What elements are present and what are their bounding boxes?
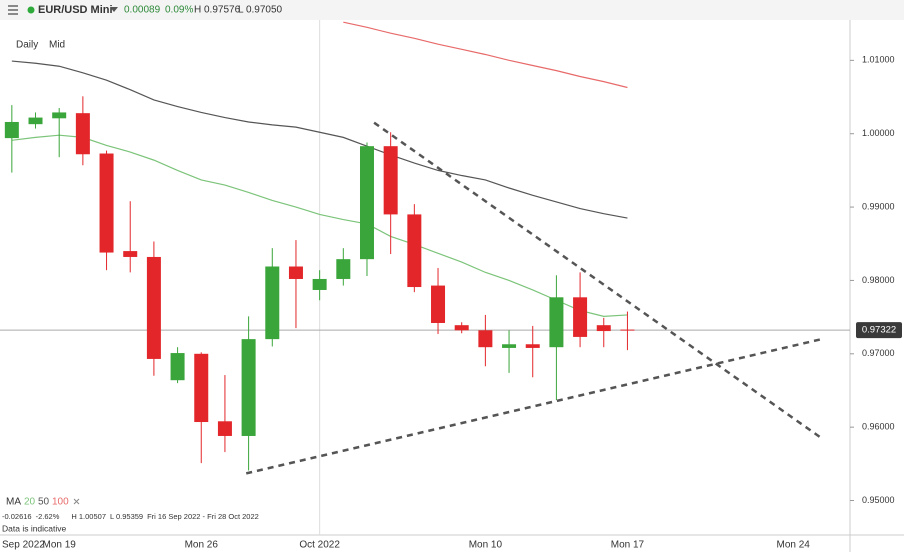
stat: H 1.00507 — [71, 512, 106, 521]
candle-body — [312, 278, 327, 290]
y-tick-label: 0.99000 — [862, 201, 895, 211]
x-tick-label: Oct 2022 — [299, 540, 340, 551]
candle-body — [596, 325, 611, 332]
candle-body — [52, 112, 67, 119]
price-type[interactable]: Mid — [49, 40, 65, 51]
candle-body — [75, 113, 90, 155]
stat: -2.62% — [36, 512, 60, 521]
candle-body — [4, 121, 19, 139]
x-tick-label: Sep 2022 — [2, 540, 45, 551]
candle-body — [146, 256, 161, 359]
ma-line — [11, 134, 628, 317]
y-tick-label: 0.98000 — [862, 275, 895, 285]
legend-entry: 50 — [38, 497, 50, 508]
y-tick-label: 0.97000 — [862, 348, 895, 358]
high: H 0.97576 — [194, 5, 241, 16]
candle-body — [99, 153, 114, 253]
low: L 0.97050 — [238, 5, 283, 16]
candle-body — [383, 146, 398, 215]
candle-body — [525, 344, 540, 348]
change-pct: 0.09% — [165, 5, 193, 16]
legend-close[interactable] — [73, 498, 80, 505]
price-tag-label: 0.97322 — [862, 325, 896, 336]
candle-body — [288, 266, 303, 279]
x-tick-label: Mon 10 — [469, 540, 503, 551]
dropdown-arrow[interactable] — [110, 7, 118, 12]
toolbar — [0, 0, 904, 20]
note: Data is indicative — [2, 523, 67, 533]
stats: -0.02616 -2.62% H 1.00507 L 0.95359 Fri 16 S… — [2, 512, 259, 521]
candle-body — [241, 339, 256, 436]
y-tick-label: 0.96000 — [862, 422, 895, 432]
legend-entry: 20 — [24, 497, 36, 508]
legend-entry: 100 — [52, 497, 69, 508]
candle-body — [620, 329, 635, 331]
stat: L 0.95359 — [110, 512, 143, 521]
ma-label: MA — [6, 497, 21, 508]
candle-body — [454, 325, 469, 331]
candle-body — [431, 285, 446, 323]
x-tick-label: Mon 24 — [776, 540, 810, 551]
candle-body — [336, 259, 351, 279]
candle-body — [407, 214, 422, 288]
y-tick-label: 1.00000 — [862, 128, 895, 138]
ma-line — [343, 21, 628, 89]
trendline — [245, 337, 822, 475]
candle-body — [265, 266, 280, 340]
candle-body — [28, 117, 43, 125]
legend: MA 20 50 100 — [6, 497, 80, 508]
stat: -0.02616 — [2, 512, 32, 521]
candle-body — [194, 353, 209, 423]
x-tick-label: Mon 17 — [611, 540, 645, 551]
status-dot — [27, 6, 35, 14]
price-tag — [856, 322, 902, 339]
candle-body — [573, 297, 588, 337]
symbol[interactable]: EUR/USD Mini — [38, 4, 113, 16]
candle-body — [359, 146, 374, 260]
candle-body — [217, 421, 232, 436]
stat: Fri 16 Sep 2022 - Fri 28 Oct 2022 — [147, 512, 259, 521]
y-tick-label: 1.01000 — [862, 55, 895, 65]
candle-body — [478, 330, 493, 348]
interval[interactable]: Daily — [16, 40, 38, 51]
menu-icon[interactable] — [8, 5, 18, 15]
trendline — [373, 121, 823, 440]
x-tick-label: Mon 26 — [185, 540, 219, 551]
candle-body — [502, 344, 517, 348]
candle-body — [123, 251, 138, 257]
candle-body — [170, 353, 185, 381]
ma-line — [11, 60, 628, 219]
y-tick-label: 0.95000 — [862, 495, 895, 505]
change: 0.00089 — [124, 5, 161, 16]
candle-body — [549, 297, 564, 348]
x-tick-label: Mon 19 — [43, 540, 77, 551]
